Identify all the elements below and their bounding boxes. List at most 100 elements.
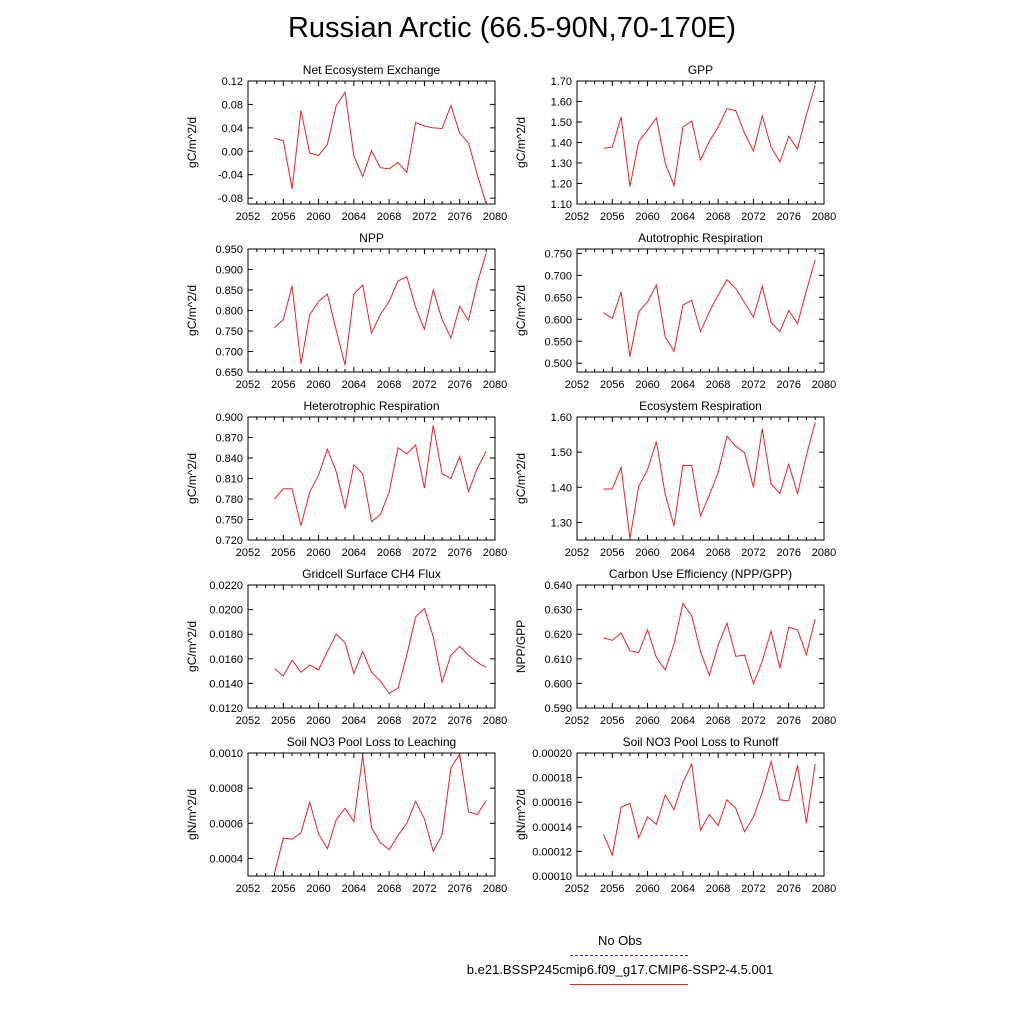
y-tick-label: 0.700 bbox=[215, 347, 243, 359]
y-tick-label: 0.780 bbox=[215, 494, 243, 506]
y-axis-label: gC/m^2/d bbox=[514, 285, 528, 336]
x-tick-label: 2068 bbox=[377, 715, 401, 727]
x-tick-label: 2056 bbox=[271, 883, 295, 895]
panel-title: Heterotrophic Respiration bbox=[303, 399, 439, 413]
y-tick-label: 0.600 bbox=[544, 314, 572, 326]
y-tick-label: 0.720 bbox=[215, 535, 243, 547]
x-tick-label: 2052 bbox=[565, 715, 589, 727]
x-tick-label: 2060 bbox=[306, 211, 330, 223]
y-tick-label: 1.30 bbox=[551, 517, 572, 529]
panel-10: Soil NO3 Pool Loss to Runoff gN/m^2/d 2052… bbox=[514, 735, 836, 895]
y-tick-label: 0.00 bbox=[222, 146, 243, 158]
x-tick-label: 2076 bbox=[447, 547, 471, 559]
x-tick-label: 2080 bbox=[483, 547, 507, 559]
x-tick-label: 2056 bbox=[600, 883, 624, 895]
x-tick-label: 2080 bbox=[812, 715, 836, 727]
y-tick-label: 0.0120 bbox=[209, 703, 243, 715]
y-tick-label: 0.810 bbox=[215, 474, 243, 486]
x-tick-label: 2076 bbox=[776, 211, 800, 223]
series-line bbox=[273, 753, 487, 874]
y-tick-label: 0.610 bbox=[544, 654, 572, 666]
y-tick-label: 0.0200 bbox=[209, 605, 243, 617]
x-tick-label: 2064 bbox=[342, 883, 366, 895]
y-tick-label: -0.08 bbox=[218, 193, 243, 205]
x-tick-label: 2072 bbox=[412, 715, 436, 727]
x-tick-label: 2072 bbox=[412, 211, 436, 223]
x-tick-label: 2052 bbox=[236, 547, 260, 559]
x-tick-label: 2060 bbox=[306, 379, 330, 391]
x-tick-label: 2064 bbox=[671, 547, 695, 559]
x-tick-label: 2060 bbox=[306, 547, 330, 559]
y-tick-label: 0.00016 bbox=[532, 797, 572, 809]
series-line bbox=[602, 759, 816, 857]
panel-title: GPP bbox=[688, 63, 713, 77]
y-tick-label: 0.620 bbox=[544, 629, 572, 641]
panel-title: Autotrophic Respiration bbox=[638, 231, 763, 245]
panel-5: Heterotrophic Respiration gC/m^2/d 2052 205… bbox=[185, 399, 507, 559]
x-tick-label: 2072 bbox=[741, 211, 765, 223]
x-tick-label: 2080 bbox=[812, 547, 836, 559]
y-axis-label: gC/m^2/d bbox=[185, 453, 199, 504]
panel-9: Soil NO3 Pool Loss to Leaching gN/m^2/d 20… bbox=[185, 735, 507, 895]
x-tick-label: 2056 bbox=[271, 379, 295, 391]
x-tick-label: 2072 bbox=[741, 379, 765, 391]
y-tick-label: 1.10 bbox=[551, 199, 572, 211]
x-tick-label: 2076 bbox=[776, 883, 800, 895]
y-tick-label: 0.600 bbox=[544, 678, 572, 690]
x-tick-label: 2052 bbox=[565, 379, 589, 391]
y-tick-label: 1.60 bbox=[551, 97, 572, 109]
y-tick-label: 0.950 bbox=[215, 244, 243, 256]
y-tick-label: 0.850 bbox=[215, 285, 243, 297]
x-tick-label: 2072 bbox=[741, 547, 765, 559]
y-tick-label: 0.0140 bbox=[209, 678, 243, 690]
y-axis-label: gC/m^2/d bbox=[514, 453, 528, 504]
y-tick-label: 0.840 bbox=[215, 453, 243, 465]
x-tick-label: 2060 bbox=[306, 883, 330, 895]
y-tick-label: 0.0006 bbox=[209, 818, 243, 830]
x-tick-label: 2060 bbox=[635, 379, 659, 391]
y-tick-label: 0.00010 bbox=[532, 871, 572, 883]
panel-8: Carbon Use Efficiency (NPP/GPP) NPP/GPP 20… bbox=[514, 567, 836, 727]
x-tick-label: 2068 bbox=[706, 211, 730, 223]
y-axis-label: gC/m^2/d bbox=[185, 117, 199, 168]
y-axis-label: gN/m^2/d bbox=[185, 789, 199, 840]
x-tick-label: 2080 bbox=[483, 883, 507, 895]
y-tick-label: 0.0008 bbox=[209, 783, 243, 795]
plot-frame bbox=[247, 248, 496, 373]
x-tick-label: 2068 bbox=[377, 379, 401, 391]
x-tick-label: 2076 bbox=[447, 211, 471, 223]
x-tick-label: 2056 bbox=[600, 379, 624, 391]
x-tick-label: 2068 bbox=[706, 379, 730, 391]
series-line bbox=[274, 252, 487, 366]
y-axis-label: gC/m^2/d bbox=[514, 117, 528, 168]
plot-frame bbox=[576, 752, 825, 877]
legend-model-label: b.e21.BSSP245cmip6.f09_g17.CMIP6-SSP2-4.… bbox=[466, 962, 774, 977]
x-tick-label: 2056 bbox=[600, 211, 624, 223]
series-line bbox=[603, 422, 816, 539]
legend-model-line bbox=[570, 984, 688, 985]
y-tick-label: 0.750 bbox=[215, 515, 243, 527]
y-tick-label: 0.750 bbox=[544, 248, 572, 260]
y-tick-label: 0.12 bbox=[222, 76, 243, 88]
figure-title: Russian Arctic (66.5-90N,70-170E) bbox=[287, 12, 737, 44]
x-tick-label: 2072 bbox=[412, 883, 436, 895]
x-tick-label: 2076 bbox=[776, 379, 800, 391]
y-tick-label: 0.900 bbox=[215, 412, 243, 424]
x-tick-label: 2060 bbox=[635, 715, 659, 727]
y-tick-label: 0.870 bbox=[215, 433, 243, 445]
x-tick-label: 2072 bbox=[741, 715, 765, 727]
y-tick-label: 0.650 bbox=[215, 367, 243, 379]
x-tick-label: 2064 bbox=[671, 211, 695, 223]
y-tick-label: 0.0004 bbox=[209, 853, 243, 865]
y-tick-label: 0.0160 bbox=[209, 654, 243, 666]
x-tick-label: 2072 bbox=[412, 379, 436, 391]
x-tick-label: 2076 bbox=[776, 547, 800, 559]
panel-title: Gridcell Surface CH4 Flux bbox=[302, 567, 441, 581]
x-tick-label: 2068 bbox=[377, 883, 401, 895]
y-tick-label: 0.700 bbox=[544, 270, 572, 282]
x-tick-label: 2052 bbox=[236, 211, 260, 223]
x-tick-label: 2052 bbox=[565, 211, 589, 223]
y-tick-label: 0.500 bbox=[544, 358, 572, 370]
y-tick-label: 0.800 bbox=[215, 306, 243, 318]
